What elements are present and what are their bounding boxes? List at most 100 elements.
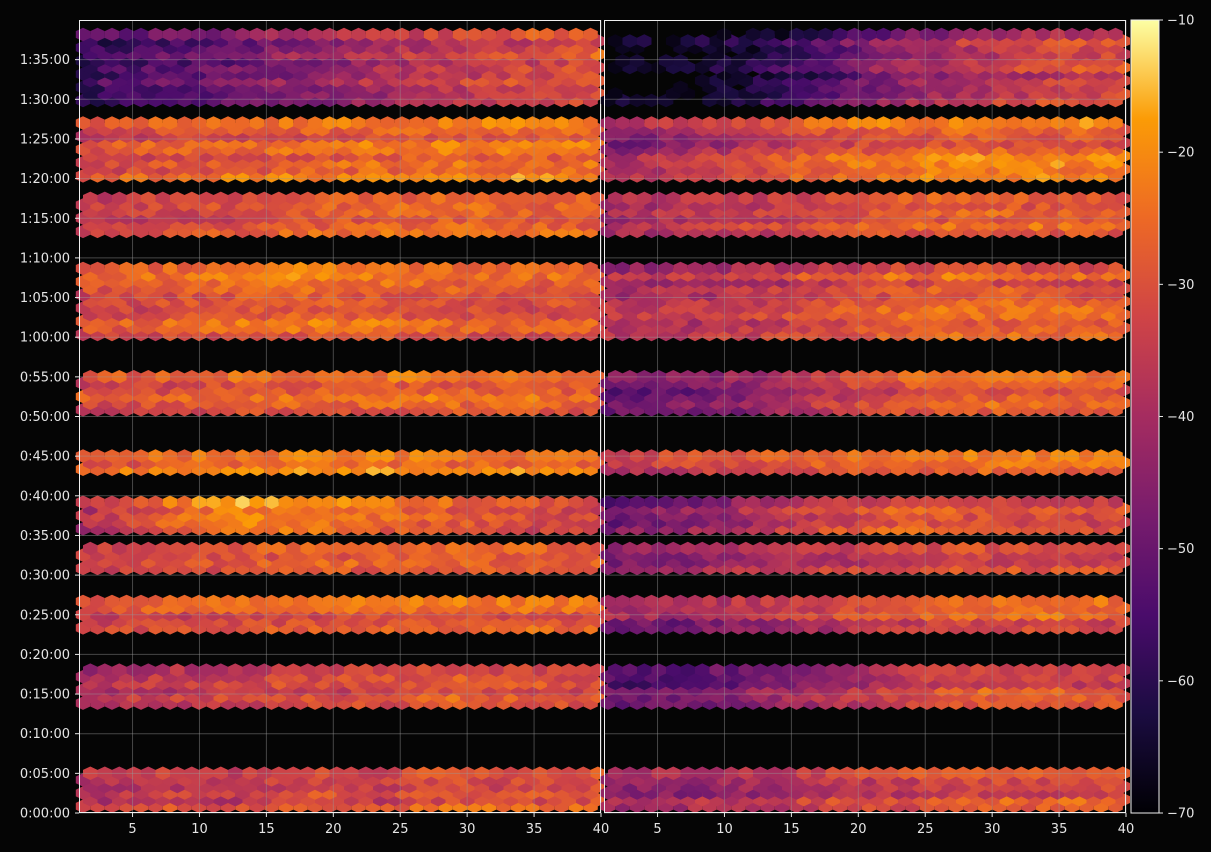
hexbin-cell <box>409 27 424 42</box>
hexbin-cell <box>1108 261 1123 276</box>
hexbin-cell <box>1028 191 1043 206</box>
hexbin-cell <box>351 261 366 276</box>
hexbin-cell <box>1093 594 1109 609</box>
hexbin-cell <box>554 27 569 42</box>
hexbin-cell <box>629 261 645 276</box>
hexbin-cell <box>467 261 482 276</box>
hexbin-cell <box>1072 370 1087 384</box>
hexbin-cell <box>336 449 352 463</box>
hexbin-cell <box>235 449 250 463</box>
hexbin-cell <box>1043 191 1058 206</box>
hexbin-cell <box>126 191 141 206</box>
hexbin-cell <box>622 541 637 556</box>
hexbin-cell <box>608 541 623 556</box>
hexbin-cell <box>148 449 163 463</box>
hexbin-cell <box>1072 663 1087 677</box>
hexbin-cell <box>738 541 753 556</box>
hexbin-cell <box>883 191 898 206</box>
hexbin-cell <box>615 449 630 463</box>
grid-lines <box>79 20 602 814</box>
hexbin-cell <box>438 449 453 463</box>
hexbin-cell <box>702 495 717 509</box>
hexbin-cell <box>576 370 591 384</box>
hexbin-cell <box>141 766 156 780</box>
hexbin-cell <box>271 766 286 780</box>
hexbin-cell <box>474 766 489 780</box>
hexbin-cell <box>112 766 127 780</box>
hexbin-cell <box>423 594 439 609</box>
hexbin-cell <box>271 663 286 677</box>
hexbin-cell <box>782 191 797 206</box>
hexbin-cell <box>774 495 790 509</box>
hexbin-cell <box>919 495 935 509</box>
hexbin-cell <box>220 495 236 509</box>
hexbin-cell <box>637 541 652 556</box>
hexbin-cell <box>387 191 402 206</box>
hexbin-cell <box>576 191 591 206</box>
hexbin-cell <box>220 116 236 130</box>
hexbin-cell <box>1057 191 1072 206</box>
hexbin-cell <box>503 663 518 677</box>
hexbin-cell <box>992 261 1007 276</box>
hexbin-cell <box>782 766 797 780</box>
hexbin-cell <box>133 116 149 130</box>
hexbin-cell <box>380 495 395 509</box>
hexbin-cell <box>184 766 199 780</box>
hexbin-cell <box>1035 116 1051 130</box>
hexbin-cell <box>956 663 971 677</box>
hexbin-cell <box>753 663 768 677</box>
hexbin-cell <box>554 116 569 130</box>
hexbin-cell <box>738 766 753 780</box>
hexbin-cell <box>206 116 221 130</box>
hexbin-cell <box>716 449 732 463</box>
hexbin-cell <box>554 261 569 276</box>
hexbin-cell <box>460 541 475 556</box>
hexbin-cell <box>1057 541 1072 556</box>
hexbin-cell <box>510 116 526 130</box>
hexbin-cell <box>452 495 468 509</box>
hexbin-cell <box>948 495 964 509</box>
hexbin-cell <box>489 370 504 384</box>
hexbin-cell <box>90 495 105 509</box>
hexbin-cell <box>869 663 884 677</box>
hexbin-cell <box>257 370 272 384</box>
hexbin-cell <box>970 191 985 206</box>
hexbin-cell <box>847 261 862 276</box>
hexbin-cell <box>796 541 811 556</box>
hexbin-cell <box>235 27 250 42</box>
hexbin-cell <box>213 191 228 206</box>
hexbin-cell <box>228 766 243 780</box>
hexbin-cell <box>576 541 591 556</box>
hexbin-cell <box>912 541 927 556</box>
hexbin-cell <box>199 370 214 384</box>
hexbin-cell <box>344 370 359 384</box>
hexbin-cell <box>162 116 178 130</box>
hexbin-cell <box>854 541 869 556</box>
hexbin-cell <box>608 663 623 677</box>
hexbin-cell <box>532 541 547 556</box>
hexbin-cell <box>992 449 1007 463</box>
hexbin-cell <box>977 116 993 130</box>
hexbin-cell <box>796 191 811 206</box>
right-panel <box>600 20 1130 814</box>
hexbin-cell <box>286 541 301 556</box>
hexbin-cell <box>680 766 695 780</box>
hexbin-cell <box>956 541 971 556</box>
hexbin-cell <box>177 261 192 276</box>
hexbin-cell <box>336 261 352 276</box>
hexbin-cell <box>90 261 105 276</box>
hexbin-cell <box>767 191 782 206</box>
hexbin-cell <box>890 594 906 609</box>
hexbin-cell <box>709 766 724 780</box>
hexbin-cell <box>365 261 381 276</box>
hexbin-cell <box>539 116 555 130</box>
hexbin-cell <box>133 449 149 463</box>
hexbin-cell <box>162 27 178 42</box>
hexbin-cell <box>228 370 243 384</box>
hexbin-cell <box>394 495 410 509</box>
hexbin-cell <box>438 261 453 276</box>
hexbin-cell <box>1115 766 1130 780</box>
hexbin-cell <box>351 449 366 463</box>
hexbin-cell <box>249 449 265 463</box>
hexbin-cell <box>104 495 120 509</box>
